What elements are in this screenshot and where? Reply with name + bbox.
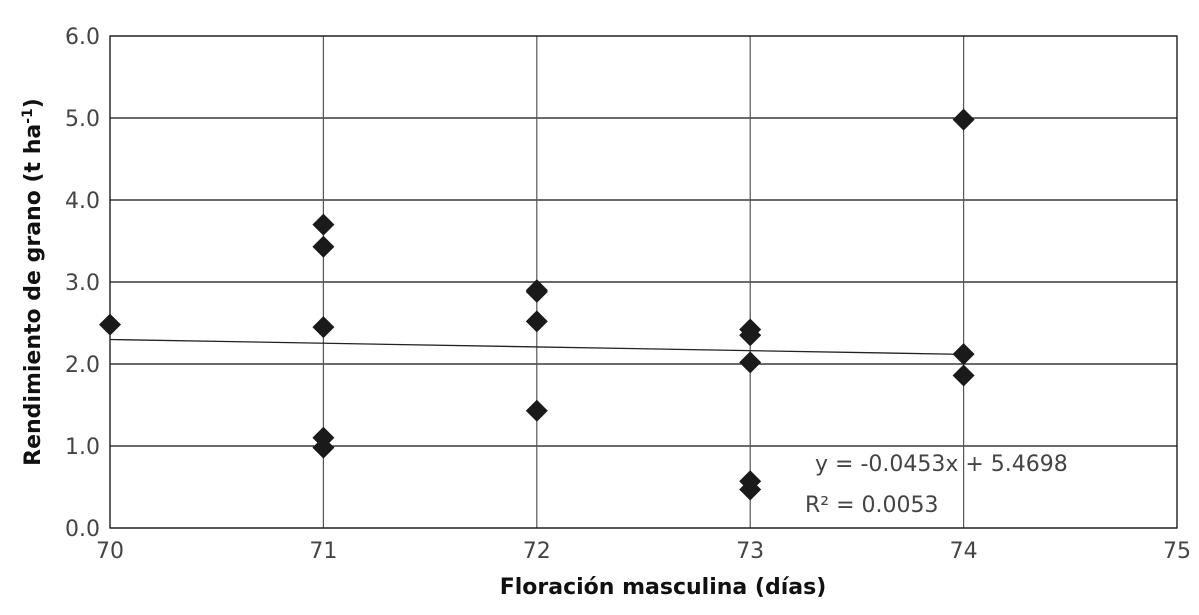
x-tick-labels: 70 71 72 73 74 75 xyxy=(96,539,1191,564)
data-point xyxy=(312,235,335,258)
data-point xyxy=(525,399,548,422)
y-tick-label: 1.0 xyxy=(65,435,100,460)
y-tick-labels: 0.0 1.0 2.0 3.0 4.0 5.0 6.0 xyxy=(65,25,100,542)
data-point xyxy=(99,313,121,336)
data-point xyxy=(312,213,335,236)
x-tick-label: 73 xyxy=(736,539,764,564)
data-point xyxy=(952,364,975,387)
y-tick-label: 4.0 xyxy=(65,189,100,214)
data-point xyxy=(525,310,548,333)
x-tick-label: 71 xyxy=(309,539,337,564)
trendline xyxy=(109,338,964,356)
data-point xyxy=(952,108,975,131)
data-point xyxy=(739,324,762,347)
plot-border xyxy=(109,35,1178,529)
data-point xyxy=(739,351,762,374)
y-tick-label: 5.0 xyxy=(65,107,100,132)
trendline-equation: y = -0.0453x + 5.4698 xyxy=(815,452,1068,477)
y-tick-label: 6.0 xyxy=(65,25,100,50)
r-squared: R² = 0.0053 xyxy=(805,493,939,518)
y-tick-label: 2.0 xyxy=(65,353,100,378)
data-point xyxy=(952,343,975,366)
data-point xyxy=(312,316,335,339)
y-tick-label: 0.0 xyxy=(65,517,100,542)
x-axis-title: Floración masculina (días) xyxy=(500,575,827,600)
x-tick-label: 74 xyxy=(950,539,978,564)
y-axis-title: Rendimiento de grano (t ha-1) xyxy=(20,98,46,466)
x-tick-label: 72 xyxy=(523,539,551,564)
data-point xyxy=(312,436,335,459)
data-points xyxy=(99,108,975,501)
x-tick-label: 70 xyxy=(96,539,124,564)
x-tick-label: 75 xyxy=(1163,539,1191,564)
data-point xyxy=(525,280,548,303)
y-tick-label: 3.0 xyxy=(65,271,100,296)
data-point xyxy=(739,478,762,501)
